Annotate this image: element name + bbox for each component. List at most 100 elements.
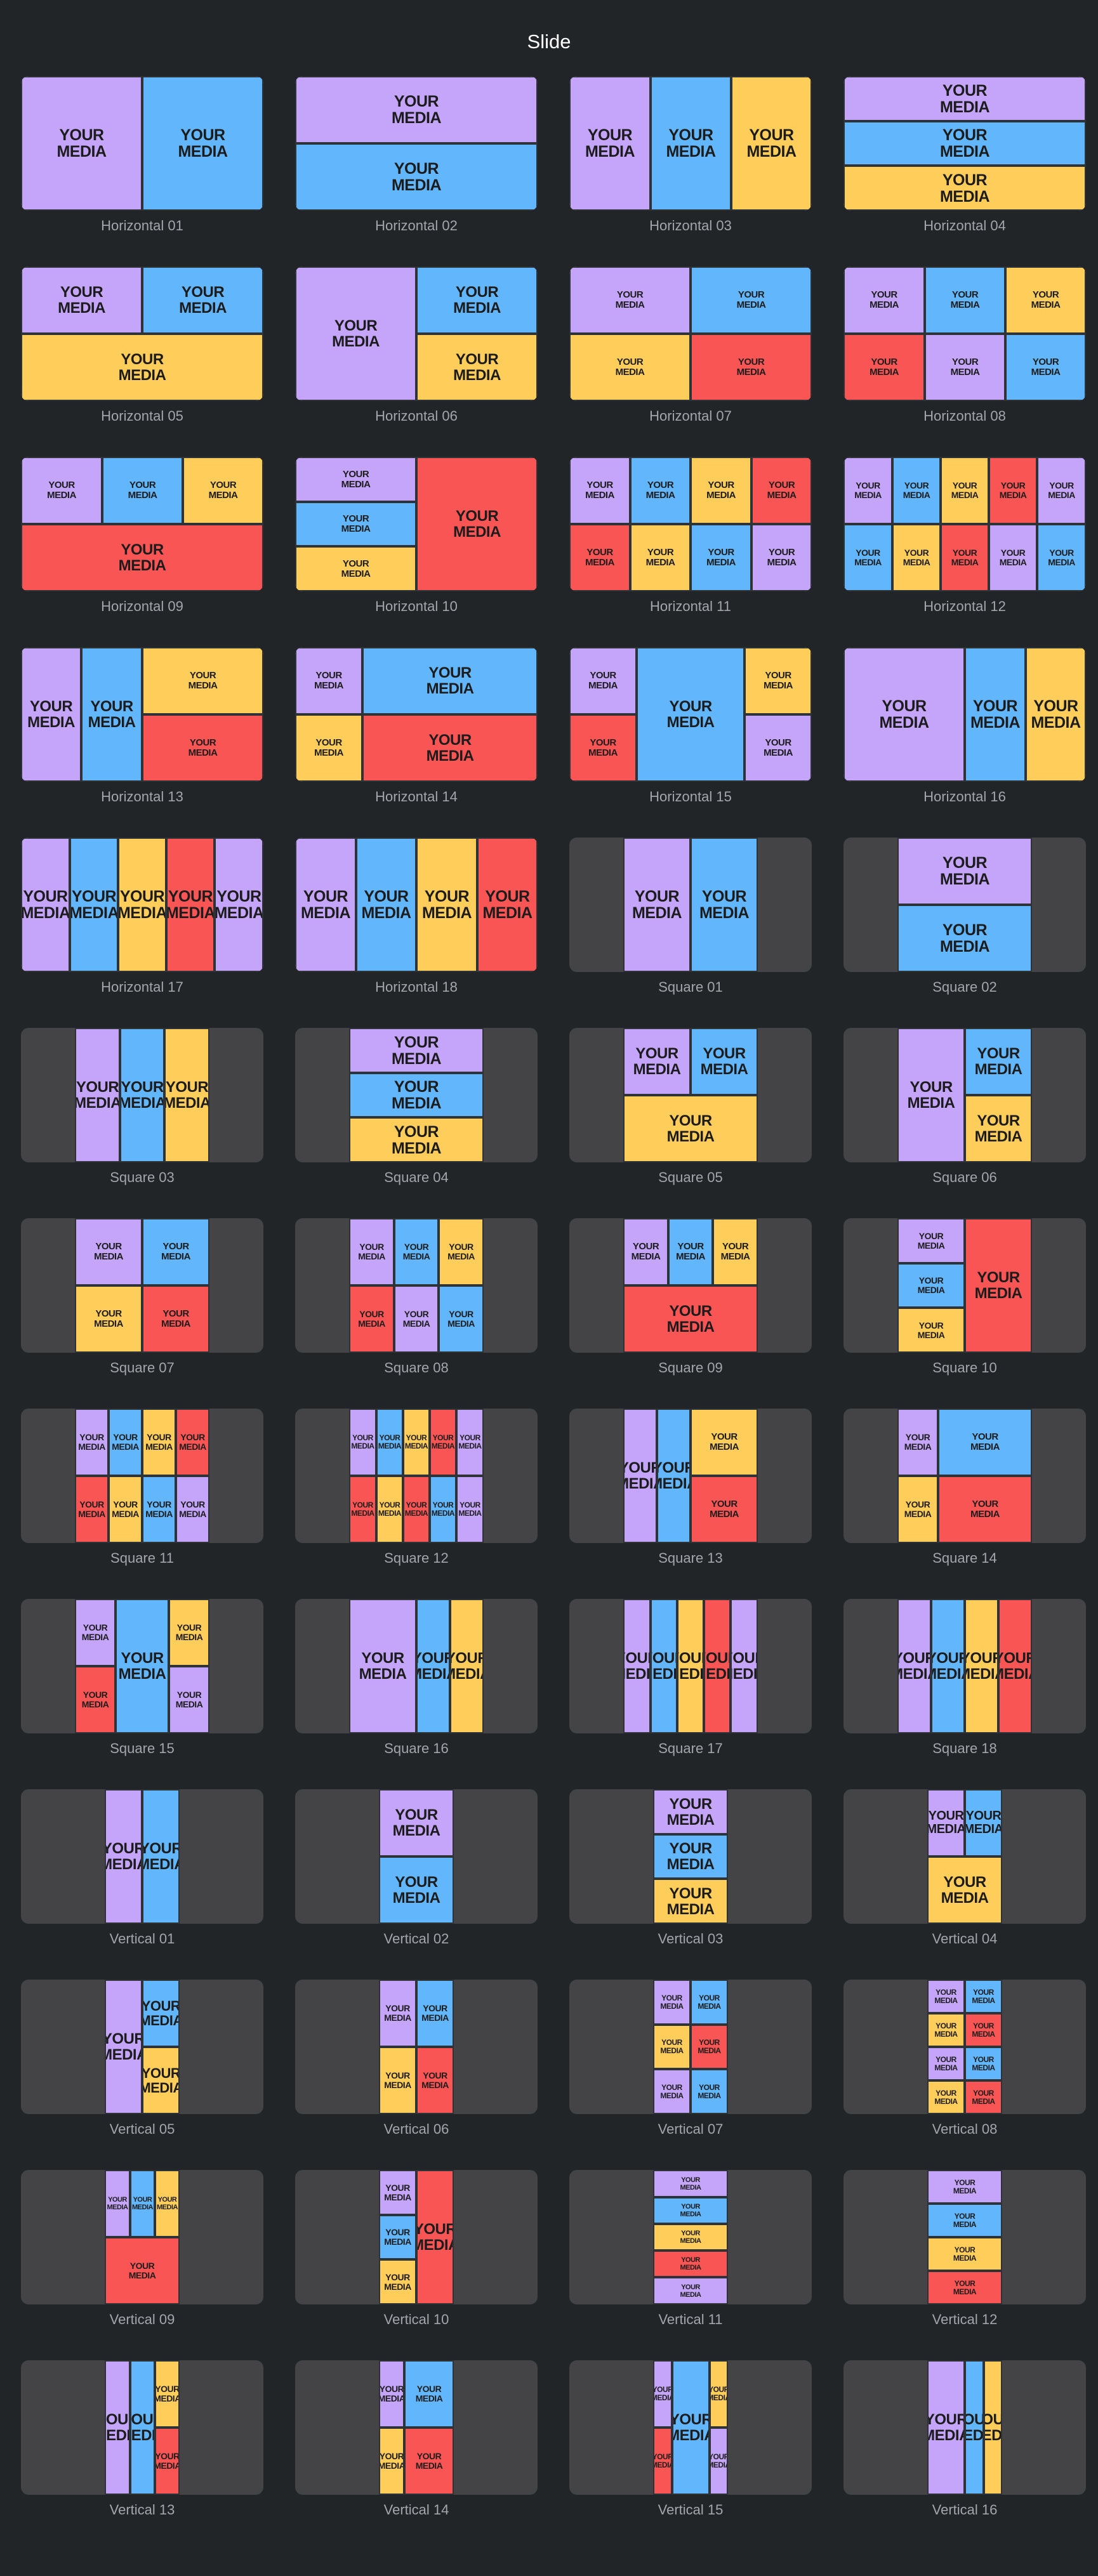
layout-item[interactable]: YOUR MEDIA YOUR MEDIA YOUR MEDIA Square 03 [21, 1028, 263, 1190]
layout-item[interactable]: YOUR MEDIA YOUR MEDIA YOUR MEDIA Horizontal… [843, 76, 1086, 238]
layout-item[interactable]: YOUR MEDIA YOUR MEDIA Square 01 [569, 838, 812, 999]
layout-item[interactable]: YOUR MEDIA YOUR MEDIA Square 02 [843, 838, 1086, 999]
layout-item[interactable]: YOUR MEDIA YOUR MEDIA Horizontal 02 [295, 76, 538, 238]
layout-item[interactable]: YOUR MEDIA YOUR MEDIA YOUR MEDIA Square 04 [295, 1028, 538, 1190]
layout-item[interactable]: YOUR MEDIA YOUR MEDIA YOUR MEDIA Horizontal… [569, 76, 812, 238]
layout-item[interactable]: YOUR MEDIA YOUR MEDIA Vertical 02 [295, 1789, 538, 1951]
layout-item[interactable]: YOUR MEDIA YOUR MEDIA Horizontal 01 [21, 76, 263, 238]
layout-item[interactable]: YOUR MEDIA YOUR MEDIA YOUR MEDIA Square 06 [843, 1028, 1086, 1190]
layout-item[interactable]: YOUR MEDIA YOUR MEDIA YOUR MEDIA Horizontal… [21, 266, 263, 428]
layout-item[interactable]: YOUR MEDIA YOUR MEDIA YOUR MEDIA Horizontal… [843, 647, 1086, 809]
layout-item[interactable]: YOUR MEDIA YOUR MEDIA YOUR MEDIA Square 05 [569, 1028, 812, 1190]
layout-item[interactable]: YOUR MEDIA YOUR MEDIA YOUR MEDIA Horizontal… [295, 266, 538, 428]
